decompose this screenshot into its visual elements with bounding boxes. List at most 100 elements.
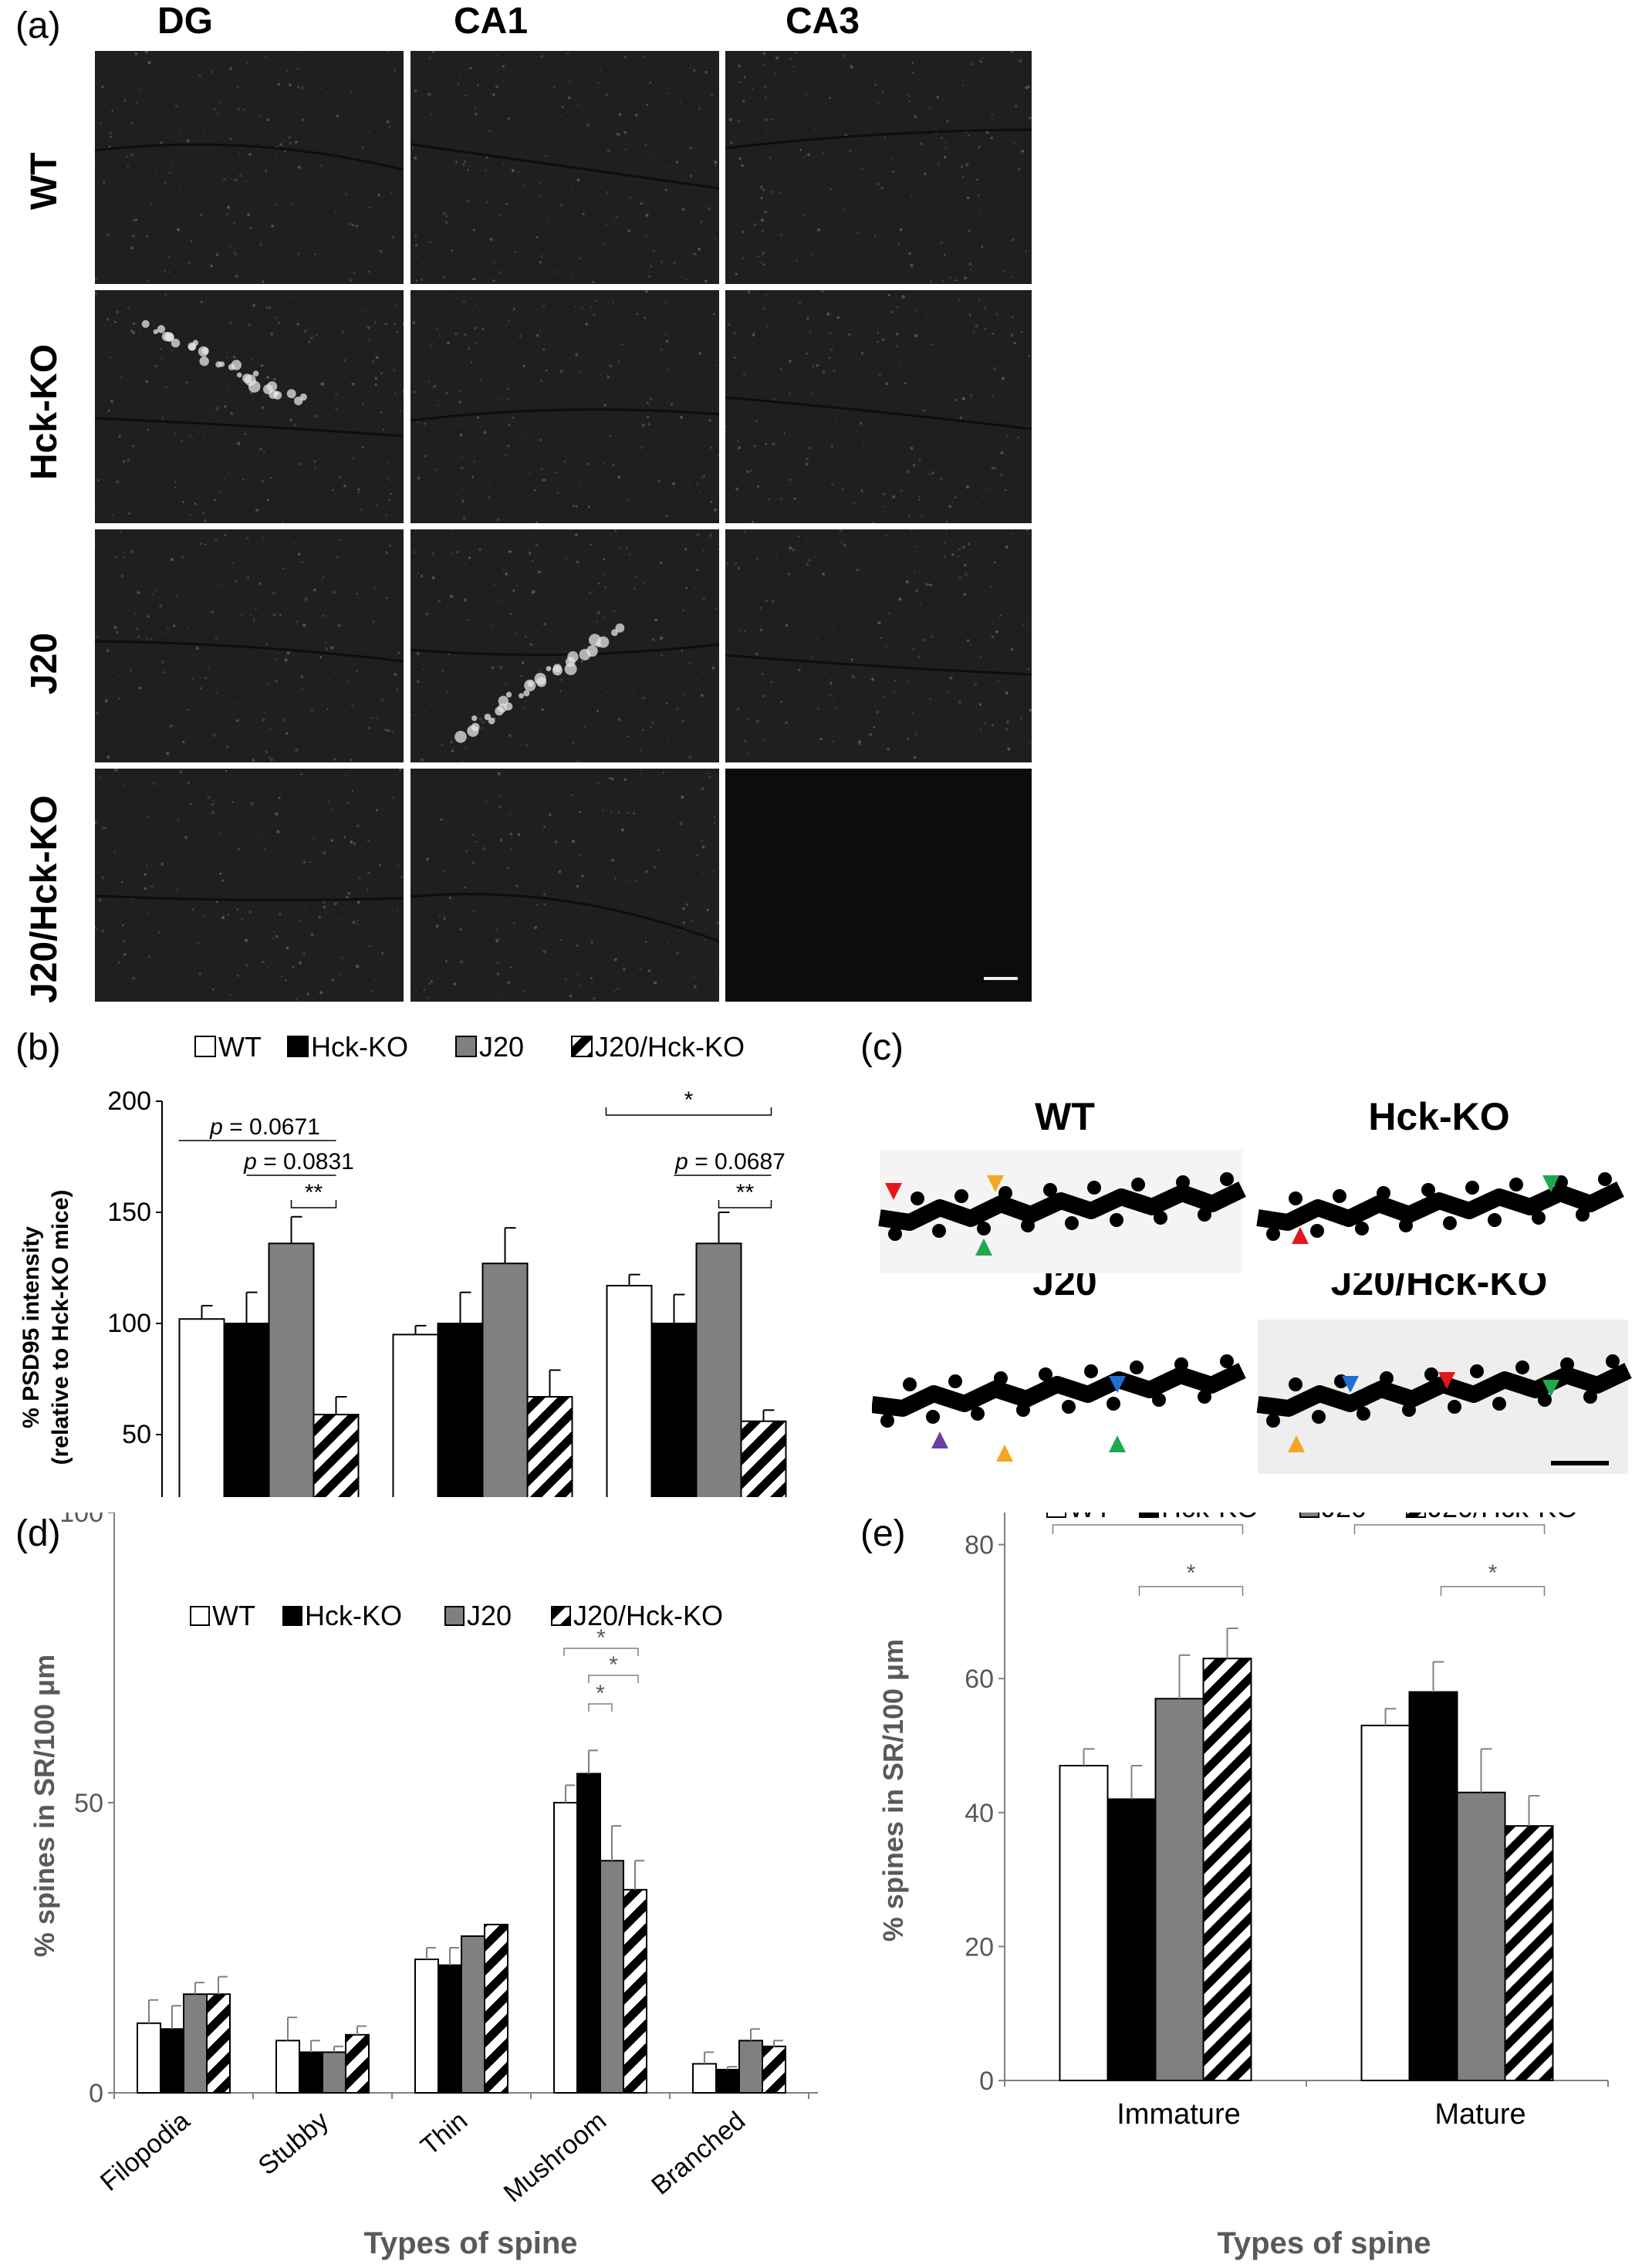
dendrite-label-hck-ko: Hck-KO (1368, 1095, 1510, 1138)
bar-Stubby-J20/Hck-KO (345, 2025, 370, 2094)
annotation-ca3-star2: ** (718, 1180, 772, 1208)
spine (1312, 1410, 1326, 1424)
spine (1488, 1213, 1502, 1227)
micrograph-J20/Hck-KO-CA1 (410, 769, 719, 1002)
panel-letter-e: (e) (860, 1513, 906, 1554)
spine (880, 1414, 894, 1428)
bar-Thin-WT (414, 1947, 439, 2094)
bar (484, 1923, 508, 2094)
spine (1560, 1357, 1574, 1371)
legend-swatch (444, 1606, 465, 1626)
micrograph-Hck-KO-CA1 (410, 290, 719, 523)
bracket (1440, 1586, 1546, 1596)
spine (1357, 1407, 1370, 1421)
legend-swatch (1139, 1513, 1159, 1518)
y-tick-label: 50 (74, 1789, 103, 1818)
bar-CA1-J20 (481, 1227, 529, 1497)
spine (1198, 1390, 1211, 1404)
spine (1106, 1397, 1120, 1411)
dendrite-label-wt: WT (1035, 1095, 1095, 1138)
bar (715, 2068, 740, 2094)
row-header-hck-ko: Hck-KO (24, 343, 65, 480)
bar (526, 1396, 573, 1497)
scale-bar (1551, 1461, 1609, 1465)
spine (1377, 1186, 1390, 1200)
spine (1110, 1213, 1123, 1227)
y-tick-label: 100 (59, 1513, 103, 1528)
bar (160, 2028, 184, 2094)
legend-label: Hck-KO (1161, 1513, 1259, 1523)
legend-swatch (1299, 1513, 1319, 1518)
legend-item-WT: WT (190, 1600, 255, 1631)
legend-item-Hck-KO: Hck-KO (282, 1600, 402, 1631)
bar-Stubby-WT (275, 2016, 300, 2094)
bar (299, 2051, 323, 2094)
legend-item-J20: J20 (455, 1031, 524, 1063)
column-header-dg: DG (157, 1, 213, 42)
bracket-label: * (1187, 1560, 1196, 1586)
bar-CA3-J20/Hck-KO (740, 1409, 787, 1497)
bar (576, 1773, 601, 2094)
spine (1576, 1208, 1590, 1222)
red-arrowhead-icon (1292, 1227, 1309, 1244)
spine (1515, 1360, 1529, 1374)
spine (1509, 1178, 1523, 1191)
annotation-mushroom-1: * (563, 1625, 639, 1656)
legend-label: Hck-KO (305, 1600, 402, 1631)
bracket-label: * (684, 1087, 694, 1113)
legend-swatch (455, 1036, 477, 1057)
bar-DG-J20/Hck-KO (313, 1396, 360, 1497)
legend-swatch (190, 1606, 210, 1626)
spine (1087, 1181, 1101, 1195)
bar (553, 1802, 578, 2094)
y-axis-label: % spines in SR/100 μm (29, 1655, 60, 1957)
bar (392, 1333, 439, 1497)
legend-item-J20/Hck-KO: J20/Hck-KO (1406, 1513, 1578, 1523)
bar (738, 2040, 763, 2094)
bar (692, 2063, 717, 2094)
legend-item-WT: WT (194, 1031, 262, 1063)
x-tick-label-Immature: Immature (1117, 2098, 1240, 2131)
spine (1062, 1400, 1076, 1414)
green-arrowhead-icon (1542, 1175, 1559, 1192)
y-tick-label: 50 (122, 1420, 151, 1449)
y-tick-label: 150 (107, 1198, 151, 1227)
bar-Mushroom-J20 (600, 1825, 624, 2094)
legend-item-Hck-KO: Hck-KO (287, 1031, 408, 1063)
x-tick-label-Mushroom: Mushroom (498, 2106, 612, 2208)
spine (1538, 1393, 1552, 1407)
x-axis-title: Types of spine (363, 2226, 577, 2260)
micrograph-J20-CA3 (725, 529, 1032, 762)
legend-label: WT (212, 1600, 255, 1631)
bracket (1138, 1586, 1244, 1596)
y-tick-label: 100 (107, 1309, 151, 1338)
bar-Stubby-Hck-KO (299, 2040, 323, 2094)
spine (1084, 1364, 1098, 1378)
legend-label: J20 (479, 1031, 524, 1063)
bar-Mushroom-WT (553, 1784, 578, 2094)
bar (414, 1959, 439, 2094)
spine (1421, 1183, 1435, 1197)
bar-Branched-J20/Hck-KO (762, 2040, 786, 2094)
dendrite-image-WT (878, 1150, 1246, 1273)
legend-swatch (1046, 1513, 1066, 1518)
micrograph-Hck-KO-CA3 (725, 290, 1032, 523)
x-tick-label-Mature: Mature (1434, 2098, 1525, 2131)
bracket-label: ** (305, 1180, 323, 1205)
bar-Stubby-J20 (322, 2045, 346, 2094)
bar-Filopodia-Hck-KO (160, 2005, 184, 2094)
x-axis-title: Types of spine (1217, 2226, 1431, 2260)
bar (1408, 1691, 1458, 2081)
bar-Filopodia-WT (137, 1999, 161, 2094)
spine (1130, 1360, 1144, 1374)
annotation-immature-1: * (1052, 1513, 1244, 1534)
bar-Immature-J20 (1154, 1654, 1204, 2082)
micrograph-WT-DG (95, 51, 404, 284)
orange-arrowhead-icon (1288, 1435, 1305, 1452)
bar (740, 1420, 787, 1497)
bar-Mature-WT (1360, 1708, 1411, 2081)
dendrite-shaft (1256, 1363, 1632, 1417)
orange-arrowhead-icon (996, 1445, 1013, 1462)
chart-d-spine-types: 0 50 100 Filopodia Stubby Thin Mushroom Branche… (29, 1513, 818, 2260)
legend-label: J20/Hck-KO (595, 1031, 745, 1063)
